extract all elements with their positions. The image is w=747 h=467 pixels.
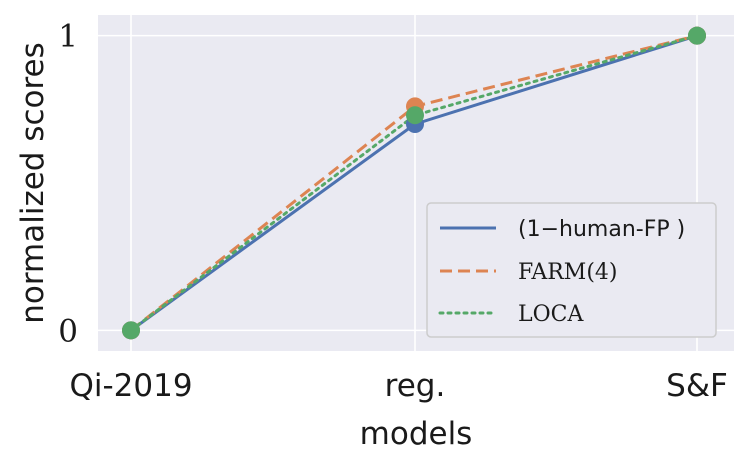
y-tick-labels: 01 (58, 19, 78, 350)
data-point-s2-2 (688, 26, 706, 45)
legend-box (426, 202, 717, 338)
x-tick-label: Qi-2019 (69, 368, 192, 404)
x-axis-label: models (360, 416, 473, 452)
legend-label: LOCA (518, 302, 584, 327)
data-point-s2-1 (406, 106, 424, 125)
y-axis-label: normalized scores (15, 42, 51, 324)
y-tick-label: 1 (58, 19, 78, 55)
legend: (1−human-FP ) FARM(4) LOCA (426, 202, 717, 338)
series-points (122, 26, 706, 340)
x-tick-labels: Qi-2019 reg. S&F (69, 368, 727, 404)
data-point-s2-0 (122, 321, 140, 340)
x-tick-label: reg. (385, 368, 446, 404)
x-tick-label: S&F (666, 368, 728, 404)
legend-label: (1−human-FP ) (518, 217, 685, 242)
y-tick-label: 0 (58, 313, 78, 349)
legend-label: FARM(4) (518, 260, 618, 285)
